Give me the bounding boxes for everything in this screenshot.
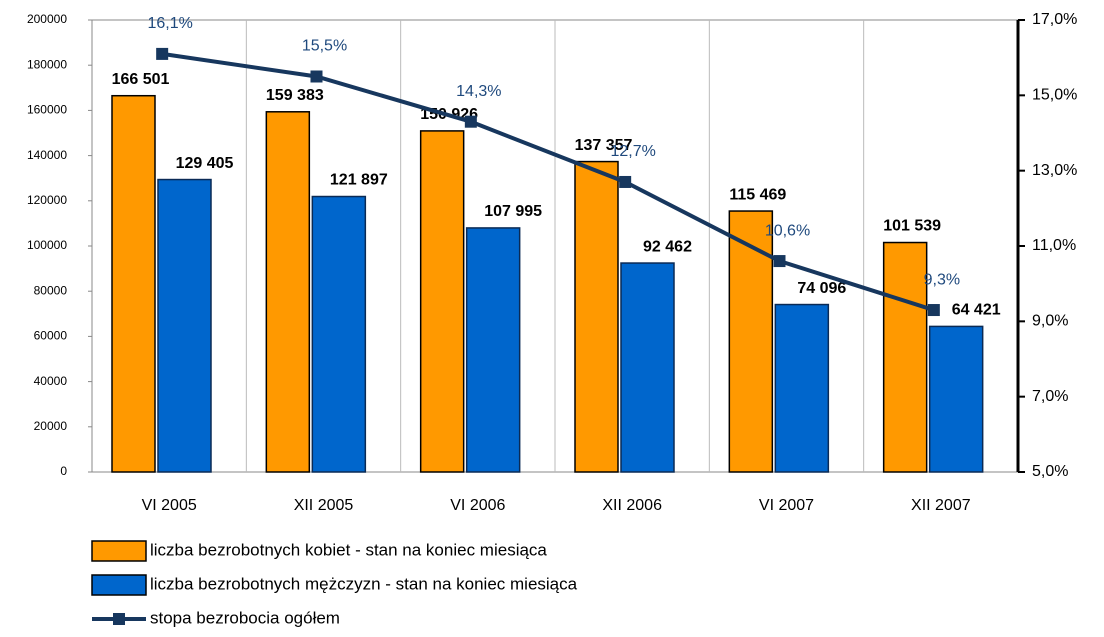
bar-value-label: 166 501 xyxy=(112,71,170,88)
legend-label: stopa bezrobocia ogółem xyxy=(150,608,340,627)
x-tick-label: XII 2005 xyxy=(294,497,354,514)
legend-marker xyxy=(113,613,125,625)
bar xyxy=(157,178,212,473)
y-tick-label: 200000 xyxy=(27,12,67,26)
y-tick-label: 120000 xyxy=(27,193,67,207)
y2-tick-label: 15,0% xyxy=(1032,87,1077,104)
legend-label: liczba bezrobotnych mężczyzn - stan na k… xyxy=(150,574,578,593)
bar xyxy=(574,160,619,473)
rate-marker xyxy=(156,47,169,60)
rate-marker xyxy=(464,115,477,128)
y2-tick-label: 13,0% xyxy=(1032,162,1077,179)
rate-value-label: 14,3% xyxy=(456,83,501,100)
y2-tick-label: 5,0% xyxy=(1032,463,1068,480)
bar-value-label: 159 383 xyxy=(266,87,324,104)
rate-value-label: 10,6% xyxy=(765,222,810,239)
bar xyxy=(728,210,774,473)
y-tick-label: 180000 xyxy=(27,57,67,71)
y2-tick-label: 9,0% xyxy=(1032,313,1068,330)
rate-line xyxy=(161,51,935,312)
bar-value-label: 74 096 xyxy=(797,280,846,297)
bar-value-label: 115 469 xyxy=(729,186,786,203)
y2-tick-label: 7,0% xyxy=(1032,388,1068,405)
rate-marker xyxy=(619,175,632,188)
rate-value-label: 12,7% xyxy=(610,143,655,160)
x-tick-label: VI 2007 xyxy=(759,497,814,514)
y2-tick-label: 11,0% xyxy=(1032,237,1076,254)
legend-swatch xyxy=(91,574,147,596)
x-tick-label: VI 2006 xyxy=(450,497,505,514)
rate-marker xyxy=(773,255,786,268)
rate-marker xyxy=(927,304,940,317)
bar xyxy=(465,227,521,473)
bar-value-label: 64 421 xyxy=(952,302,1001,319)
x-tick-label: XII 2007 xyxy=(911,497,971,514)
rate-value-label: 9,3% xyxy=(924,271,960,288)
rate-value-label: 15,5% xyxy=(302,38,347,55)
bar-value-label: 137 357 xyxy=(575,137,633,154)
bar xyxy=(620,262,675,473)
y-tick-label: 60000 xyxy=(34,329,68,343)
x-tick-label: VI 2005 xyxy=(142,497,197,514)
bar xyxy=(882,241,928,473)
rate-value-label: 16,1% xyxy=(147,15,192,32)
x-tick-label: XII 2006 xyxy=(602,497,662,514)
y-tick-label: 20000 xyxy=(34,419,68,433)
bar-value-label: 121 897 xyxy=(330,172,388,189)
y-tick-label: 100000 xyxy=(27,238,67,252)
y-tick-label: 40000 xyxy=(34,374,68,388)
bar-value-label: 101 539 xyxy=(883,218,941,235)
y-tick-label: 140000 xyxy=(27,148,67,162)
y-tick-label: 0 xyxy=(60,464,67,478)
bar xyxy=(928,325,984,473)
bar xyxy=(311,195,367,473)
bar-value-label: 107 995 xyxy=(484,203,542,220)
bar xyxy=(774,303,830,473)
y-tick-label: 80000 xyxy=(34,283,68,297)
bar-value-label: 129 405 xyxy=(176,155,234,172)
bar xyxy=(111,94,156,473)
bar-value-label: 92 462 xyxy=(643,238,692,255)
legend-swatch xyxy=(91,540,147,562)
y2-tick-label: 17,0% xyxy=(1032,11,1077,28)
rate-marker xyxy=(310,70,323,83)
legend-label: liczba bezrobotnych kobiet - stan na kon… xyxy=(150,540,547,559)
y-tick-label: 160000 xyxy=(27,103,67,117)
bar xyxy=(419,130,465,473)
bar xyxy=(265,111,311,473)
